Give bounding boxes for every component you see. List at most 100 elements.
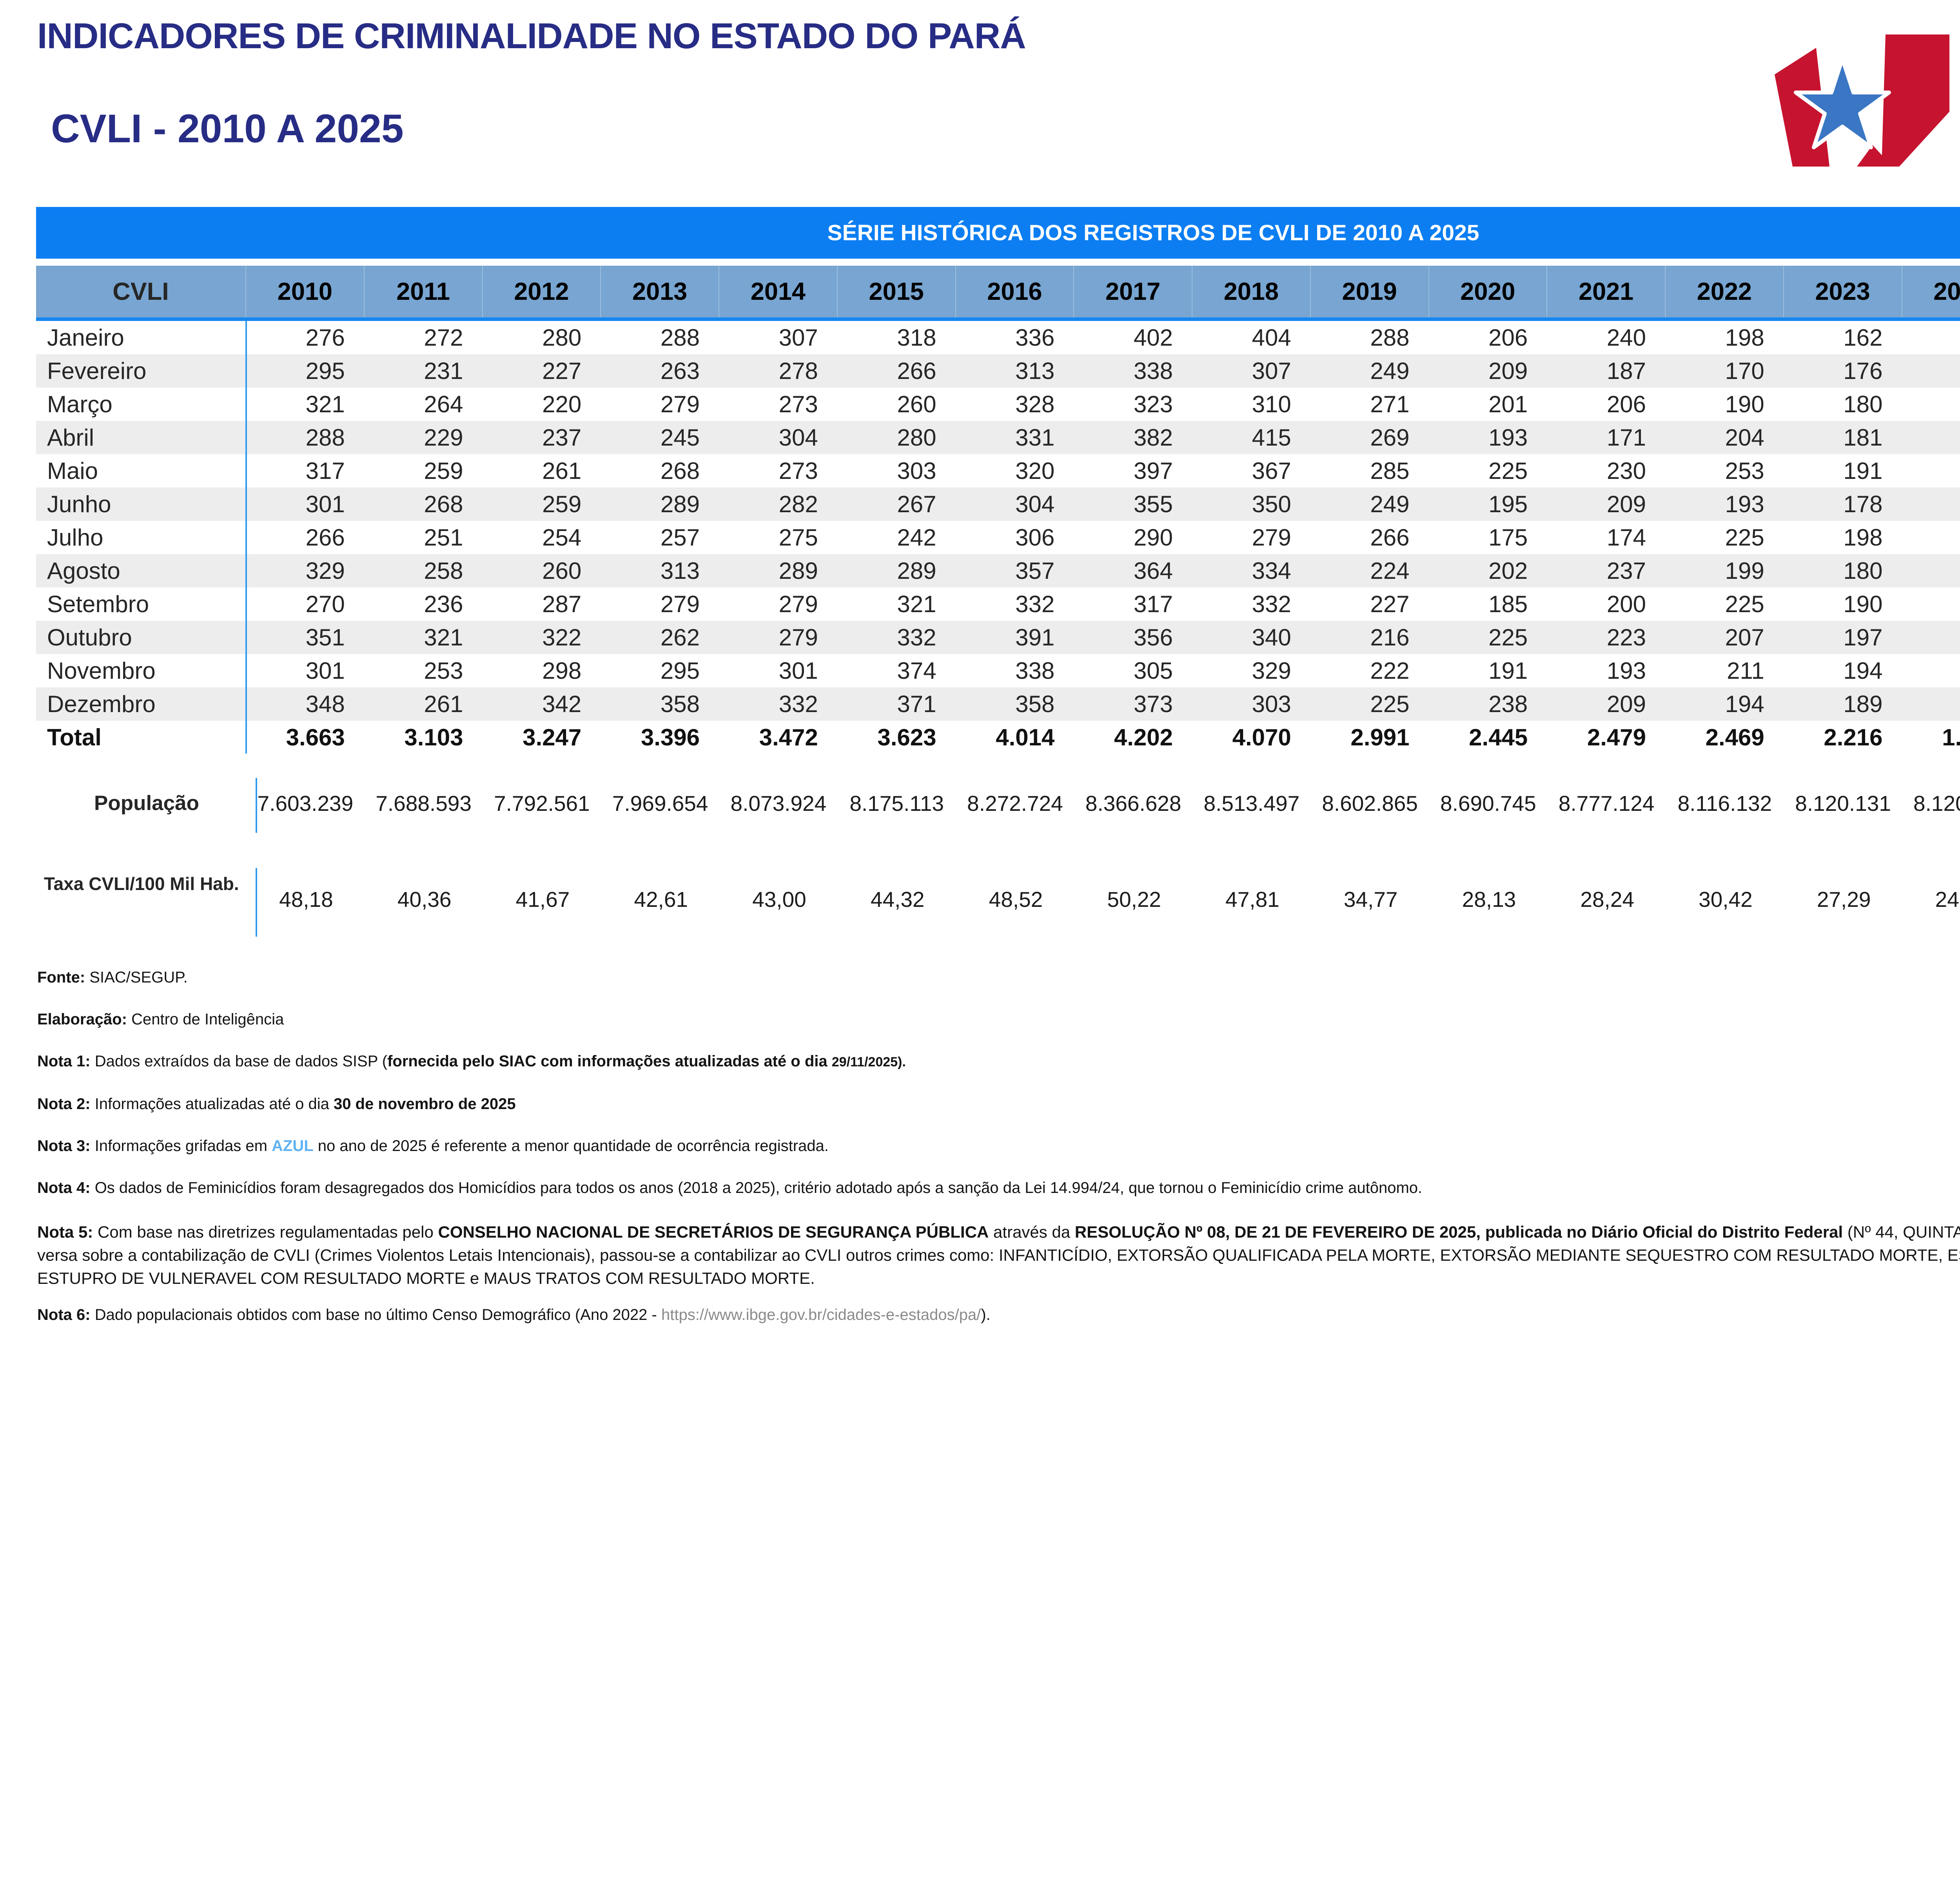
cell-fevereiro-2022: 170	[1725, 358, 1764, 384]
cell-dezembro-2010: 348	[305, 691, 345, 717]
rate-2010: 48,18	[279, 887, 333, 912]
cell-total-2012: 3.247	[523, 724, 582, 750]
cell-setembro-2024: 151	[1902, 587, 1960, 621]
cell-total-2019: 2.991	[1350, 724, 1410, 750]
rate-2022: 30,42	[1699, 887, 1753, 912]
cell-julho-2024: 164	[1902, 521, 1960, 554]
cell-total-2021: 2.479	[1587, 724, 1646, 750]
total-row-label: Total	[47, 724, 102, 750]
elaboracao-note-segment: Centro de Inteligência	[127, 1011, 284, 1028]
cell-outubro-2020: 225	[1488, 624, 1528, 651]
population-2023: 8.120.131	[1795, 791, 1891, 816]
cell-maio-2020: 225	[1488, 458, 1528, 484]
cell-abril-2018: 415	[1252, 424, 1291, 451]
population-2016: 8.272.724	[967, 791, 1063, 816]
rate-2017: 50,22	[1107, 887, 1161, 912]
cell-dezembro-2017: 373	[1133, 691, 1173, 717]
col-header-2011: 2011	[365, 266, 483, 317]
cell-maio-2011: 259	[424, 458, 463, 484]
rate-2021: 28,24	[1580, 887, 1634, 912]
population-2019: 8.602.865	[1322, 791, 1418, 816]
nota-1: Nota 1: Dados extraídos da base de dados…	[37, 1052, 1960, 1072]
cell-fevereiro-2013: 263	[660, 358, 700, 384]
footnotes: Fonte: SIAC/SEGUP. Elaboração: Centro de …	[37, 968, 1960, 1347]
nota-4-segment: Os dados de Feminicídios foram desagrega…	[90, 1179, 1423, 1196]
cell-marco-2023: 180	[1843, 391, 1883, 417]
nota-5-segment: através da	[989, 1223, 1075, 1241]
cell-janeiro-2019: 288	[1370, 324, 1410, 351]
cell-novembro-2022: 211	[1727, 658, 1764, 684]
row-label-dezembro: Dezembro	[47, 691, 156, 717]
col-header-2010: 2010	[246, 266, 365, 317]
cell-julho-2014: 275	[779, 524, 818, 551]
cell-janeiro-2021: 240	[1606, 324, 1646, 351]
cell-abril-2014: 304	[779, 424, 818, 451]
cell-setembro-2021: 200	[1606, 591, 1646, 617]
cell-fevereiro-2019: 249	[1370, 358, 1410, 384]
rate-2019: 34,77	[1343, 887, 1398, 912]
nota-1-segment: Nota 1:	[37, 1053, 91, 1070]
cell-junho-2016: 304	[1015, 491, 1055, 517]
cell-fevereiro-2016: 313	[1015, 358, 1055, 384]
cell-setembro-2014: 279	[779, 591, 818, 617]
cell-total-2013: 3.396	[641, 724, 700, 750]
cell-junho-2023: 178	[1843, 491, 1883, 517]
population-2018: 8.513.497	[1203, 791, 1300, 816]
cell-fevereiro-2018: 307	[1252, 358, 1291, 384]
cell-agosto-2021: 237	[1606, 558, 1646, 584]
cell-abril-2020: 193	[1488, 424, 1528, 451]
row-label-abril: Abril	[47, 424, 94, 451]
cell-janeiro-2024: 166	[1902, 321, 1960, 354]
cell-maio-2023: 191	[1843, 458, 1883, 484]
cell-fevereiro-2012: 227	[542, 358, 582, 384]
rate-2012: 41,67	[515, 887, 570, 912]
cell-setembro-2011: 236	[424, 591, 463, 617]
table-header-row: CVLI 2010 2011 2012 2013 2014 2015 2016 2017 2018…	[36, 266, 1960, 317]
cell-fevereiro-2011: 231	[424, 358, 463, 384]
cell-julho-2023: 198	[1843, 524, 1883, 551]
row-label-julho: Julho	[47, 524, 103, 551]
cell-dezembro-2019: 225	[1370, 691, 1410, 717]
cell-junho-2013: 289	[660, 491, 700, 517]
population-2012: 7.792.561	[494, 791, 590, 816]
row-label-janeiro: Janeiro	[47, 324, 124, 351]
cell-abril-2022: 204	[1725, 424, 1764, 451]
population-label: População	[94, 792, 199, 815]
rate-separator	[256, 868, 257, 937]
nota-6-segment: Dado populacionais obtidos com base no ú…	[90, 1306, 661, 1323]
cell-total-2022: 2.469	[1705, 724, 1764, 750]
cell-marco-2014: 273	[779, 391, 818, 417]
rate-2013: 42,61	[634, 887, 688, 912]
cell-dezembro-2012: 342	[542, 691, 582, 717]
cell-julho-2012: 254	[542, 524, 582, 551]
cell-junho-2018: 350	[1252, 491, 1291, 517]
cell-julho-2010: 266	[305, 524, 345, 551]
rate-2015: 44,32	[870, 887, 925, 912]
cell-fevereiro-2023: 176	[1843, 358, 1883, 384]
nota-4: Nota 4: Os dados de Feminicídios foram d…	[37, 1178, 1960, 1198]
cell-agosto-2017: 364	[1133, 558, 1173, 584]
cell-novembro-2017: 305	[1133, 658, 1173, 684]
cell-novembro-2012: 298	[542, 658, 582, 684]
cell-outubro-2014: 279	[779, 624, 818, 651]
cell-agosto-2018: 334	[1252, 558, 1291, 584]
population-2014: 8.073.924	[730, 791, 827, 816]
cell-junho-2012: 259	[542, 491, 582, 517]
col-header-2015: 2015	[838, 266, 956, 317]
fonte-note-segment: SIAC/SEGUP.	[85, 969, 188, 986]
cell-novembro-2019: 222	[1370, 658, 1410, 684]
month-row-marco: Março 321 264 220 279 273 260 328 323 310 271 201 20…	[36, 388, 1960, 421]
cell-novembro-2020: 191	[1488, 658, 1528, 684]
row-label-fevereiro: Fevereiro	[47, 358, 147, 384]
cell-agosto-2020: 202	[1488, 558, 1528, 584]
cell-abril-2015: 280	[897, 424, 936, 451]
month-row-dezembro: Dezembro 348 261 342 358 332 371 358 373 303 225 23…	[36, 687, 1960, 721]
cell-novembro-2011: 253	[424, 658, 463, 684]
cell-total-2024: 1.969	[1942, 724, 1960, 750]
row-label-novembro: Novembro	[47, 658, 156, 684]
cell-setembro-2016: 332	[1015, 591, 1055, 617]
cell-marco-2017: 323	[1133, 391, 1173, 417]
cell-total-2023: 2.216	[1824, 724, 1883, 750]
nota-2-segment: 30 de novembro de 2025	[333, 1095, 516, 1113]
